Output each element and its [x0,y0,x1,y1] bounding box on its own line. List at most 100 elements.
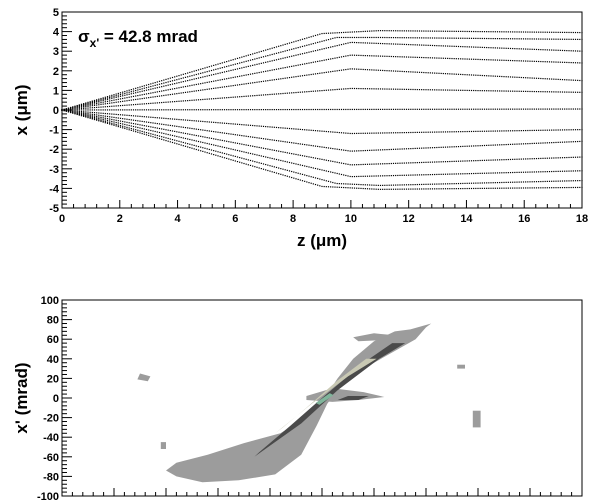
trajectory-point [416,71,418,73]
trajectory-point [338,186,340,188]
trajectory-point [449,188,451,190]
trajectory-point [492,59,494,61]
trajectory-point [228,133,230,135]
trajectory-point [520,48,522,50]
trajectory-point [366,36,369,39]
trajectory-point [353,187,356,189]
trajectory-point [72,112,74,114]
trajectory-point [150,126,152,128]
trajectory-point [377,55,379,57]
trajectory-point [364,68,366,71]
trajectory-point [384,184,386,186]
trajectory-point [217,97,219,99]
trajectory-point [468,187,470,190]
trajectory-point [483,144,486,147]
trajectory-point [421,44,423,46]
trajectory-point [338,183,340,185]
trajectory-point [325,59,327,61]
trajectory-point [187,100,189,102]
trajectory-point [481,46,483,48]
trajectory-point [395,184,397,186]
trajectory-point [418,37,421,39]
trajectory-point [457,146,460,148]
trajectory-point [531,77,533,79]
trajectory-point [132,99,135,101]
trajectory-point [464,30,466,33]
trajectory-point [236,109,239,111]
trajectory-point [509,130,512,132]
trajectory-point [392,37,395,39]
trajectory-point [362,30,364,33]
trajectory-point [455,173,457,175]
trajectory-point [234,109,236,111]
trajectory-point [334,131,336,133]
trajectory-point [481,187,483,189]
trajectory-point [182,119,184,121]
trajectory-point [299,46,301,48]
trajectory-point [130,125,132,127]
trajectory-point [174,139,176,141]
trajectory-point [102,106,104,108]
trajectory-point [137,94,139,97]
trajectory-point [336,182,338,185]
trajectory-point [169,93,171,96]
trajectory-point [182,73,184,75]
trajectory-point [219,67,221,69]
trajectory-point [76,110,78,112]
trajectory-point [306,37,308,39]
trajectory-point [141,88,143,90]
trajectory-point [104,117,106,119]
trajectory-point [392,148,395,150]
trajectory-point [323,169,325,172]
trajectory-point [377,108,379,110]
trajectory-point [475,172,477,175]
trajectory-point [397,70,399,72]
trajectory-point [93,103,96,105]
trajectory-point [191,144,193,146]
trajectory-point [451,160,453,163]
trajectory-point [223,66,226,68]
trajectory-point [247,95,249,97]
trajectory-point [522,77,525,79]
trajectory-point [455,37,457,39]
trajectory-point [431,131,434,133]
trajectory-point [503,144,505,146]
trajectory-point [111,102,113,104]
trajectory-point [375,55,377,57]
trajectory-point [579,140,581,143]
trajectory-point [301,180,304,182]
trajectory-point [321,48,323,50]
trajectory-point [245,158,247,160]
trajectory-point [462,182,464,185]
trajectory-point [356,42,358,44]
trajectory-point [323,48,325,50]
trajectory-point [340,173,343,176]
trajectory-point [152,136,154,138]
trajectory-point [477,74,479,76]
trajectory-point [525,171,527,173]
trajectory-point [559,31,561,33]
trajectory-point [217,122,219,124]
trajectory-point [180,74,182,76]
trajectory-point [204,89,206,91]
trajectory-point [336,161,338,163]
trajectory-point [414,162,416,164]
trajectory-point [490,75,492,77]
trajectory-point [403,56,405,58]
trajectory-point [427,89,429,91]
trajectory-point [288,42,291,44]
trajectory-point [522,181,525,183]
trajectory-point [496,144,499,146]
trajectory-point [325,89,327,91]
trajectory-point [421,174,423,176]
trajectory-point [85,104,87,107]
trajectory-point [453,173,455,175]
trajectory-point [156,137,158,139]
trajectory-point [516,143,518,145]
trajectory-point [98,100,100,102]
trajectory-point [358,183,360,186]
trajectory-point [564,141,566,143]
trajectory-point [202,67,204,70]
trajectory-point [535,90,538,93]
